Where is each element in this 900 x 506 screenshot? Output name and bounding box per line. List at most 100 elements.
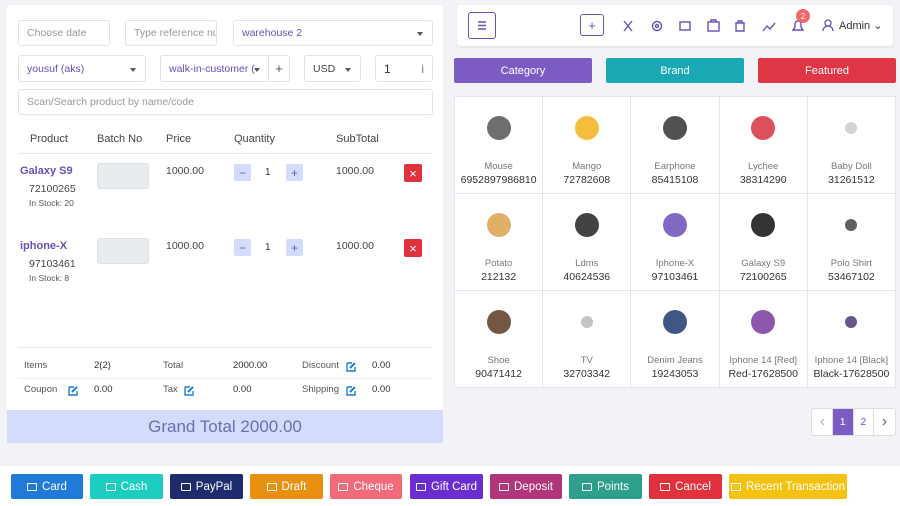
product-name[interactable]: iphone-X xyxy=(20,240,68,252)
product-code: 38314290 xyxy=(739,174,787,186)
filter-tab[interactable]: Category xyxy=(454,58,592,83)
product-code: 72100265 xyxy=(29,183,76,195)
filter-tab[interactable]: Featured xyxy=(758,58,896,83)
action-label: Cancel xyxy=(675,480,711,493)
product-name: TV xyxy=(580,355,593,366)
product-card[interactable]: Mouse 6952897986810 xyxy=(455,97,543,193)
user-menu[interactable]: Admin ⌄ xyxy=(839,20,883,32)
product-card[interactable]: Shoe 90471412 xyxy=(455,291,543,387)
prev-page[interactable] xyxy=(812,409,833,435)
action-button[interactable]: Cancel xyxy=(649,474,722,499)
product-card[interactable]: Iphone-X 97103461 xyxy=(631,194,719,290)
product-card[interactable]: Baby Doll 31261512 xyxy=(807,97,895,193)
reference-input[interactable]: Type reference nu xyxy=(125,20,217,46)
total-label: Total xyxy=(163,360,184,371)
warehouse-select[interactable]: warehouse 2 xyxy=(233,20,433,46)
batch-input[interactable] xyxy=(97,163,149,189)
action-label: PayPal xyxy=(195,480,233,493)
action-icon xyxy=(660,482,671,491)
action-button[interactable]: Gift Card xyxy=(410,474,483,499)
edit-icon[interactable] xyxy=(346,385,357,396)
action-label: Deposit xyxy=(514,480,553,493)
product-card[interactable]: Iphone 14 [Black] Black-17628500 xyxy=(807,291,895,387)
minus-button[interactable]: − xyxy=(234,239,251,256)
action-icon xyxy=(266,482,277,491)
action-button[interactable]: PayPal xyxy=(170,474,243,499)
add-button[interactable]: + xyxy=(580,14,604,36)
product-name: Iphone-X xyxy=(655,258,695,269)
column-header: Price xyxy=(166,133,192,145)
product-code: Red-17628500 xyxy=(728,368,798,380)
product-name: Baby Doll xyxy=(831,161,872,172)
product-card[interactable]: Lychee 38314290 xyxy=(719,97,807,193)
product-name: Mouse xyxy=(484,161,513,172)
product-image xyxy=(486,310,511,334)
search-input[interactable]: Scan/Search product by name/code xyxy=(18,89,433,115)
product-card[interactable]: Earphone 85415108 xyxy=(631,97,719,193)
page-link[interactable]: 2 xyxy=(854,409,875,435)
top-nav: + 2 Admin ⌄ xyxy=(457,5,893,46)
action-icon xyxy=(415,482,426,491)
product-name: Potato xyxy=(484,258,513,269)
product-code: 90471412 xyxy=(475,368,522,380)
product-card[interactable]: TV 32703342 xyxy=(543,291,631,387)
action-label: Gift Card xyxy=(430,480,477,493)
action-icon xyxy=(180,482,191,491)
divider xyxy=(18,378,433,379)
filter-tab[interactable]: Brand xyxy=(606,58,744,83)
product-name: Lychee xyxy=(748,161,779,172)
product-card[interactable]: Polo Shirt 53467102 xyxy=(807,194,895,290)
action-button[interactable]: Deposit xyxy=(490,474,562,499)
action-button[interactable]: Draft xyxy=(250,474,323,499)
action-label: Cash xyxy=(120,480,148,493)
product-name[interactable]: Galaxy S9 xyxy=(20,165,73,177)
product-image xyxy=(486,213,511,237)
batch-input[interactable] xyxy=(97,238,149,264)
user-icon xyxy=(822,19,834,32)
product-card[interactable]: Galaxy S9 72100265 xyxy=(719,194,807,290)
divider xyxy=(18,347,433,348)
action-button[interactable]: Cash xyxy=(90,474,163,499)
action-label: Card xyxy=(42,480,67,493)
product-card[interactable]: Iphone 14 [Red] Red-17628500 xyxy=(719,291,807,387)
action-button[interactable]: Points xyxy=(569,474,642,499)
edit-icon[interactable] xyxy=(346,361,357,372)
action-icon xyxy=(105,482,116,491)
product-image xyxy=(845,316,858,328)
product-card[interactable]: Denim Jeans 19243053 xyxy=(631,291,719,387)
product-name: Mango xyxy=(572,161,602,172)
product-card[interactable]: Potato 212132 xyxy=(455,194,543,290)
plus-button[interactable]: + xyxy=(286,239,303,256)
grand-total: Grand Total 2000.00 xyxy=(7,410,443,443)
currency-select[interactable]: USD xyxy=(304,55,361,82)
nav-icons[interactable] xyxy=(617,17,817,35)
action-label: Points xyxy=(597,480,629,493)
customer-select[interactable]: walk-in-customer ( xyxy=(160,55,270,82)
action-button[interactable]: Card xyxy=(11,474,83,499)
product-card[interactable]: Mango 72782608 xyxy=(543,97,631,193)
action-button[interactable]: Recent Transaction xyxy=(729,474,847,499)
product-image xyxy=(845,219,858,231)
add-customer-button[interactable]: + xyxy=(268,55,290,82)
remove-button[interactable]: × xyxy=(404,239,422,257)
date-input[interactable]: Choose date xyxy=(18,20,110,46)
product-image xyxy=(751,213,776,237)
total-label: Tax xyxy=(163,384,178,395)
remove-button[interactable]: × xyxy=(404,164,422,182)
info-icon: i xyxy=(421,61,424,76)
product-code: 32703342 xyxy=(563,368,611,380)
subtotal: 1000.00 xyxy=(336,165,374,177)
menu-button[interactable] xyxy=(468,12,496,39)
biller-select[interactable]: yousuf (aks) xyxy=(18,55,146,82)
product-card[interactable]: Ldms 40624536 xyxy=(543,194,631,290)
next-page[interactable] xyxy=(874,409,895,435)
action-button[interactable]: Cheque xyxy=(330,474,402,499)
plus-button[interactable]: + xyxy=(286,164,303,181)
edit-icon[interactable] xyxy=(68,385,79,396)
divider xyxy=(18,153,433,154)
page-link[interactable]: 1 xyxy=(832,409,854,435)
minus-button[interactable]: − xyxy=(234,164,251,181)
edit-icon[interactable] xyxy=(184,385,195,396)
